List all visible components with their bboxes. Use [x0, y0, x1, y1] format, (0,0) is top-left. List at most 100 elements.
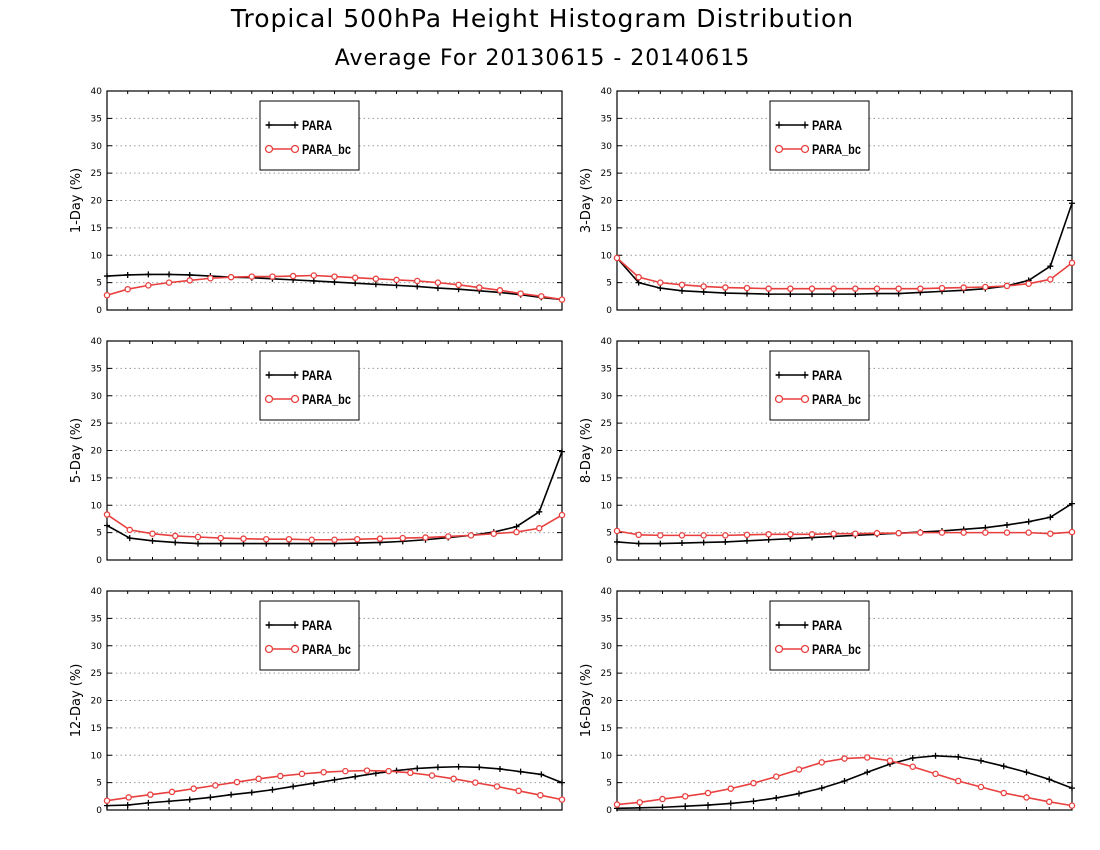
data-point	[750, 779, 757, 787]
data-point	[700, 539, 707, 546]
data-point	[932, 770, 939, 778]
y-tick-label: 30	[601, 392, 613, 402]
data-point	[1046, 798, 1053, 806]
data-point	[149, 530, 156, 537]
legend-marker	[291, 621, 299, 629]
data-point	[679, 287, 685, 294]
data-point	[1023, 769, 1030, 776]
data-point	[743, 284, 751, 292]
y-tick-label: 25	[601, 169, 612, 179]
data-point	[393, 276, 400, 284]
data-point	[678, 281, 686, 289]
legend-marker	[290, 394, 300, 404]
data-point	[217, 540, 224, 547]
data-point	[248, 273, 256, 280]
data-point	[1047, 514, 1054, 521]
data-point	[852, 530, 859, 537]
data-point	[517, 290, 524, 297]
data-point	[455, 763, 462, 770]
legend-label: PARA_bc	[302, 642, 351, 658]
y-tick-label: 20	[601, 447, 613, 457]
data-point	[808, 531, 816, 538]
series-line-para_bc	[616, 257, 1073, 290]
data-point	[704, 789, 712, 797]
legend-marker	[264, 394, 274, 404]
data-point	[538, 293, 545, 300]
data-point	[635, 279, 642, 286]
y-axis-label: 5-Day (%)	[69, 418, 84, 483]
data-point	[422, 534, 429, 541]
y-tick-label: 20	[91, 197, 103, 207]
data-point	[538, 771, 545, 778]
y-tick-label: 35	[91, 364, 102, 374]
data-point	[682, 803, 689, 810]
data-point	[285, 535, 293, 543]
data-point	[1069, 200, 1075, 207]
legend-marker	[264, 144, 274, 154]
y-tick-label: 10	[601, 751, 613, 761]
legend-label: PARA_bc	[302, 392, 351, 408]
data-point	[765, 285, 772, 292]
data-point	[393, 767, 400, 774]
data-point	[657, 285, 664, 292]
legend-marker	[291, 371, 299, 379]
data-point	[657, 540, 664, 547]
y-tick-label: 30	[91, 392, 103, 402]
data-point	[982, 283, 989, 291]
data-point	[864, 754, 871, 761]
data-point	[700, 288, 707, 295]
data-point	[635, 540, 642, 547]
data-point	[982, 529, 989, 536]
data-point	[434, 285, 441, 292]
data-point	[186, 277, 193, 284]
legend-marker	[265, 371, 273, 379]
data-point	[750, 798, 757, 805]
data-point	[830, 285, 837, 292]
data-point	[700, 283, 707, 290]
data-point	[818, 785, 825, 792]
data-point	[145, 799, 152, 806]
data-point	[331, 273, 338, 280]
y-tick-label: 40	[601, 587, 613, 597]
data-point	[228, 791, 235, 798]
legend-marker	[775, 621, 783, 629]
legend-box	[259, 600, 360, 671]
legend-box	[259, 100, 360, 171]
data-point	[960, 284, 967, 291]
data-point	[166, 271, 173, 278]
data-point	[537, 791, 544, 799]
data-point	[212, 782, 219, 789]
data-point	[558, 296, 566, 303]
y-axis-label: 8-Day (%)	[579, 418, 594, 483]
data-point	[722, 290, 729, 297]
data-point	[895, 529, 902, 537]
data-point	[124, 271, 131, 278]
data-point	[493, 783, 501, 790]
data-point	[310, 277, 317, 284]
y-tick-label: 10	[601, 501, 613, 511]
data-point	[679, 540, 685, 547]
data-point	[635, 531, 642, 539]
data-point	[559, 779, 565, 786]
data-point	[207, 794, 214, 801]
y-tick-label: 30	[91, 642, 103, 652]
data-point	[1003, 529, 1011, 536]
legend-label: PARA	[812, 618, 842, 634]
y-tick-label: 5	[96, 529, 102, 539]
legend-box	[769, 350, 870, 421]
data-point	[978, 757, 984, 764]
data-point	[1068, 528, 1076, 536]
data-point	[559, 448, 565, 455]
data-point	[886, 757, 894, 764]
data-point	[895, 285, 902, 292]
data-point	[852, 285, 859, 292]
data-point	[104, 522, 110, 529]
legend-marker	[775, 371, 783, 379]
data-point	[909, 754, 916, 761]
data-point	[727, 800, 734, 807]
data-point	[217, 534, 224, 542]
legend-marker	[265, 621, 273, 629]
data-point	[450, 775, 457, 783]
data-point	[960, 529, 967, 536]
y-tick-label: 15	[91, 724, 102, 734]
